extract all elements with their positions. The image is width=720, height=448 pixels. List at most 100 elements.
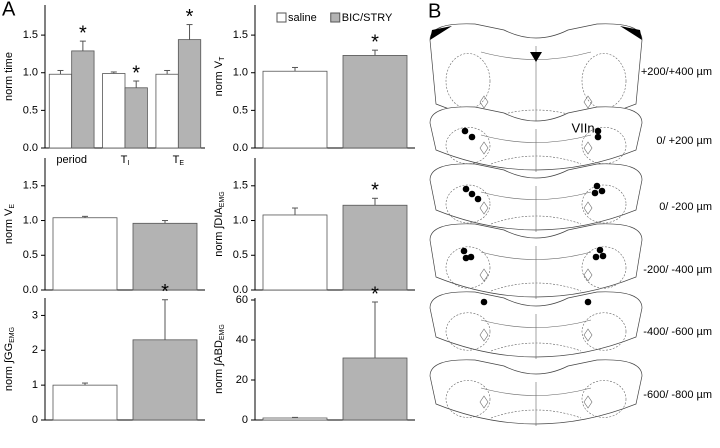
y-axis-label-sub: EMG — [219, 324, 226, 340]
nucleus-outline — [445, 126, 491, 165]
bar — [262, 417, 328, 421]
diamond — [479, 328, 489, 342]
location-dot — [594, 127, 602, 135]
pyramid-outline — [490, 215, 582, 225]
section-label: +200/+400 µm — [641, 66, 712, 78]
diamond — [479, 268, 489, 282]
y-tick-label: 0.5 — [23, 104, 38, 116]
y-axis-label-sub: T — [219, 56, 226, 61]
y-tick-label: 0.0 — [23, 142, 38, 154]
location-dot — [591, 189, 599, 197]
x-tick-label: period — [56, 154, 87, 166]
location-dot — [598, 187, 606, 195]
pyramid-outline — [490, 409, 582, 419]
y-tick-label: 1.0 — [233, 214, 248, 226]
diamond — [583, 395, 593, 409]
y-tick-label: 2 — [32, 344, 38, 356]
y-tick-label: 0.5 — [233, 104, 248, 116]
legend-swatch — [330, 12, 341, 23]
x-tick-label-main: T — [121, 154, 128, 166]
y-axis-label-main: norm ∫ABD — [213, 340, 225, 394]
location-dot — [468, 190, 476, 198]
y-tick-label: 20 — [236, 374, 248, 386]
nucleus-outline — [445, 380, 491, 418]
location-dot — [468, 133, 476, 141]
location-dot — [594, 133, 602, 141]
nucleus-outline — [581, 184, 627, 224]
location-dot — [467, 253, 475, 261]
bar — [262, 70, 328, 149]
y-tick-label: 1.0 — [233, 67, 248, 79]
diamond — [583, 201, 593, 215]
y-axis-label-main: norm time — [3, 52, 15, 101]
y-tick-label: 1.5 — [23, 29, 38, 41]
brainstem-sections: +200/+400 µm 0/ +200 µm 0/ -200 µm -200/ -4… — [429, 23, 712, 426]
legend-label: BIC/STRY — [342, 12, 393, 24]
nucleus-outline — [445, 312, 491, 351]
diamond — [479, 141, 489, 155]
diamond — [583, 95, 593, 109]
bar — [48, 73, 73, 149]
nucleus-outline — [581, 380, 627, 418]
diamond — [479, 201, 489, 215]
y-axis-label-main: norm V — [3, 208, 15, 244]
significance-marker: * — [371, 31, 379, 53]
dark-area — [430, 26, 452, 40]
diamond — [479, 395, 489, 409]
y-axis-label-main: norm ∫GG — [3, 343, 15, 391]
bar — [102, 73, 126, 149]
section-label: -200/ -400 µm — [643, 264, 712, 276]
significance-marker: * — [161, 281, 169, 303]
y-tick-label: 3 — [32, 309, 38, 321]
section-label: 0/ +200 µm — [656, 135, 712, 147]
structure-label: VIIn — [571, 120, 594, 135]
location-dot — [592, 253, 600, 261]
y-tick-label: 1.5 — [233, 29, 248, 41]
diamond — [583, 141, 593, 155]
nucleus-outline — [581, 312, 627, 351]
location-dot — [474, 195, 482, 203]
y-tick-label: 0.0 — [233, 284, 248, 296]
diamond — [583, 268, 593, 282]
y-tick-label: 0.5 — [233, 249, 248, 261]
bar — [52, 217, 118, 291]
bar — [155, 73, 179, 149]
location-dot — [584, 298, 592, 306]
y-tick-label: 0.5 — [23, 249, 38, 261]
y-axis-label-sub: E — [9, 204, 16, 209]
y-tick-label: 1.0 — [23, 214, 38, 226]
pyramid-outline — [490, 342, 582, 352]
location-dot — [593, 182, 601, 190]
location-dot — [599, 252, 607, 260]
bar — [132, 222, 198, 291]
location-dot — [461, 127, 469, 135]
x-tick-label-sub: E — [179, 160, 184, 167]
y-axis-label: norm ∫GGEMG — [3, 327, 16, 391]
significance-marker: * — [132, 62, 140, 84]
legend-label: saline — [288, 12, 317, 24]
y-axis-label-main: norm V — [213, 60, 225, 96]
y-axis-label: norm VE — [3, 204, 16, 244]
x-tick-label-main: period — [56, 154, 87, 166]
bar — [177, 39, 202, 149]
nucleus-outline — [581, 246, 627, 289]
dark-area — [530, 52, 542, 62]
x-tick-label: TE — [173, 154, 185, 167]
y-tick-label: 1.5 — [23, 180, 38, 192]
bar — [132, 339, 198, 421]
y-tick-label: 0 — [32, 414, 38, 426]
y-tick-label: 0.0 — [233, 142, 248, 154]
dark-area — [620, 26, 642, 40]
section-label: -600/ -800 µm — [643, 389, 712, 401]
bar — [52, 384, 118, 421]
section-label: 0/ -200 µm — [659, 201, 712, 213]
pyramid-outline — [490, 155, 582, 165]
diamond — [583, 328, 593, 342]
y-axis-label: norm time — [3, 52, 15, 101]
panel-label: B — [428, 0, 441, 22]
bar — [124, 87, 148, 149]
location-dot — [596, 246, 604, 254]
nucleus-outline — [581, 126, 627, 165]
significance-marker: * — [79, 22, 87, 44]
